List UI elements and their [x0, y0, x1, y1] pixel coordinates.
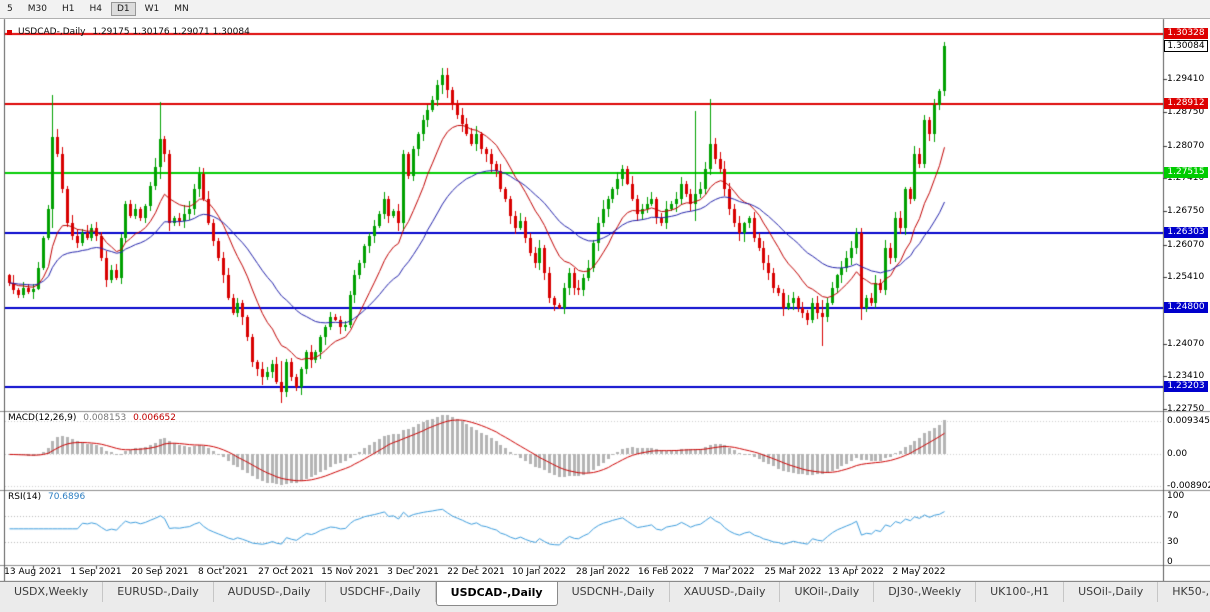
rsi-name: RSI(14) — [8, 492, 42, 502]
timeframe-button-5[interactable]: 5 — [7, 4, 13, 14]
symbol-tab-usoil[interactable]: USOil-,Daily — [1064, 582, 1159, 602]
line-anchor-icon[interactable] — [7, 30, 12, 35]
chart-title-ohlc: 1.29175 1.30176 1.29071 1.30084 — [92, 27, 250, 37]
symbol-tab-usdcnh[interactable]: USDCNH-,Daily — [558, 582, 670, 602]
symbol-tab-dj30[interactable]: DJ30-,Weekly — [874, 582, 977, 602]
symbol-tab-hk50[interactable]: HK50-,H — [1158, 582, 1210, 602]
macd-main-value: 0.008153 — [83, 413, 127, 423]
timeframe-button-h1[interactable]: H1 — [61, 4, 75, 14]
timeframe-button-mn[interactable]: MN — [174, 4, 189, 14]
symbol-tab-usdchf[interactable]: USDCHF-,Daily — [326, 582, 436, 602]
timeframe-toolbar: 5 M30 H1 H4 D1 W1 MN — [0, 0, 1210, 19]
symbol-tab-bar: USDX,Weekly EURUSD-,Daily AUDUSD-,Daily USD… — [0, 581, 1210, 612]
timeframe-button-m30[interactable]: M30 — [27, 4, 47, 14]
chart-title-symbol: USDCAD-,Daily — [18, 27, 86, 37]
macd-signal-value: 0.006652 — [133, 413, 177, 423]
macd-name: MACD(12,26,9) — [8, 413, 77, 423]
symbol-tab-eurusd[interactable]: EURUSD-,Daily — [103, 582, 214, 602]
timeframe-button-h4[interactable]: H4 — [89, 4, 102, 14]
rsi-indicator-label: RSI(14) 70.6896 — [8, 492, 89, 502]
symbol-tab-usdcad[interactable]: USDCAD-,Daily — [435, 582, 558, 606]
symbol-tab-audusd[interactable]: AUDUSD-,Daily — [214, 582, 326, 602]
rsi-value: 70.6896 — [47, 492, 86, 502]
timeframe-button-d1[interactable]: D1 — [110, 2, 136, 16]
symbol-tab-uk100[interactable]: UK100-,H1 — [976, 582, 1065, 602]
symbol-tab-xauusd[interactable]: XAUUSD-,Daily — [670, 582, 781, 602]
symbol-tab-usdx[interactable]: USDX,Weekly — [0, 582, 104, 602]
timeframe-button-w1[interactable]: W1 — [144, 4, 160, 14]
macd-indicator-label: MACD(12,26,9) 0.008153 0.006652 — [8, 413, 180, 423]
symbol-tab-ukoil[interactable]: UKOil-,Daily — [780, 582, 875, 602]
chart-title: USDCAD-,Daily 1.29175 1.30176 1.29071 1.… — [18, 27, 254, 37]
